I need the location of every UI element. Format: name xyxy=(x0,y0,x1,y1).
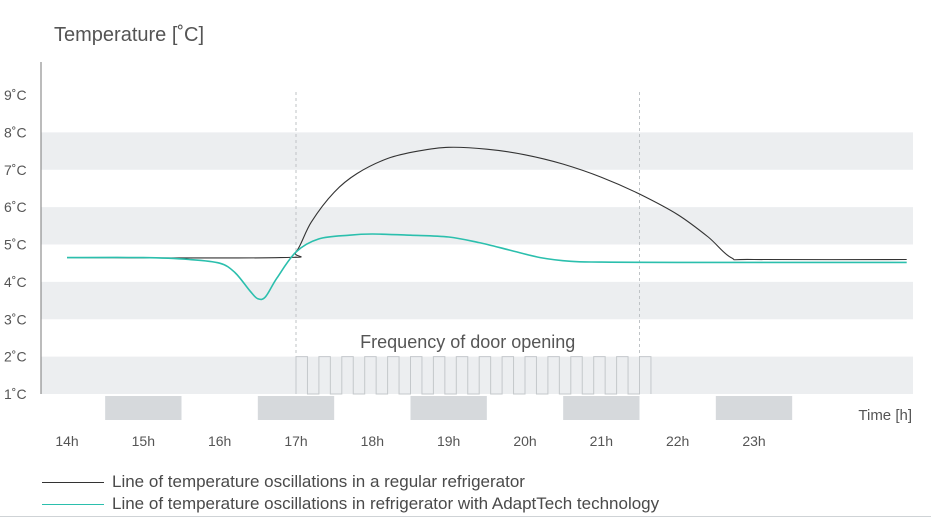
background-band xyxy=(41,281,913,320)
legend-swatch-adapttech xyxy=(42,503,104,505)
door-opening-pulses xyxy=(295,356,652,395)
shaded-period xyxy=(410,396,487,420)
shaded-period xyxy=(563,396,640,420)
background-band xyxy=(41,132,913,170)
x-tick-labels: 14h 15h 16h 17h 18h 19h 20h 21h 22h 23h xyxy=(55,433,765,449)
x-tick-label: 14h xyxy=(55,433,78,449)
shaded-period xyxy=(715,396,793,420)
background-band xyxy=(41,207,913,245)
door-opening-pulse-line xyxy=(295,356,652,395)
y-axis-title: Temperature [˚C] xyxy=(54,24,205,46)
door-opening-annotation: Frequency of door opening xyxy=(360,332,575,352)
shaded-period xyxy=(105,396,182,420)
x-tick-label: 17h xyxy=(284,433,307,449)
x-tick-label: 18h xyxy=(361,433,384,449)
time-axis-shaded-periods xyxy=(105,396,793,420)
y-tick-label: 7˚C xyxy=(4,162,27,178)
bottom-divider xyxy=(0,516,931,517)
series-lines xyxy=(66,146,907,301)
y-tick-label: 6˚C xyxy=(4,199,27,215)
x-tick-label: 19h xyxy=(437,433,460,449)
series-line-adapttech xyxy=(66,233,907,301)
legend-label-regular: Line of temperature oscillations in a re… xyxy=(112,472,525,491)
legend-item-regular: Line of temperature oscillations in a re… xyxy=(42,472,525,492)
x-tick-label: 20h xyxy=(513,433,536,449)
y-tick-label: 1˚C xyxy=(4,386,27,402)
legend-label-adapttech: Line of temperature oscillations in refr… xyxy=(112,494,660,513)
vertical-guides xyxy=(295,92,640,394)
background-band xyxy=(41,356,913,394)
y-tick-labels: 1˚C 2˚C 3˚C 4˚C 5˚C 6˚C 7˚C 8˚C 9˚C xyxy=(4,87,27,402)
background-bands xyxy=(41,132,913,394)
y-tick-label: 2˚C xyxy=(4,349,27,365)
x-tick-label: 23h xyxy=(742,433,765,449)
x-tick-label: 15h xyxy=(132,433,155,449)
shaded-period xyxy=(257,396,335,420)
x-tick-label: 21h xyxy=(590,433,613,449)
legend-item-adapttech: Line of temperature oscillations in refr… xyxy=(42,494,659,514)
series-line-regular xyxy=(66,146,907,261)
x-tick-label: 16h xyxy=(208,433,231,449)
x-tick-label: 22h xyxy=(666,433,689,449)
legend-swatch-regular xyxy=(42,481,104,483)
y-tick-label: 5˚C xyxy=(4,237,27,253)
x-axis-label: Time [h] xyxy=(858,407,912,424)
y-tick-label: 8˚C xyxy=(4,124,27,140)
y-tick-label: 4˚C xyxy=(4,274,27,290)
y-tick-label: 9˚C xyxy=(4,87,27,103)
y-tick-label: 3˚C xyxy=(4,311,27,327)
